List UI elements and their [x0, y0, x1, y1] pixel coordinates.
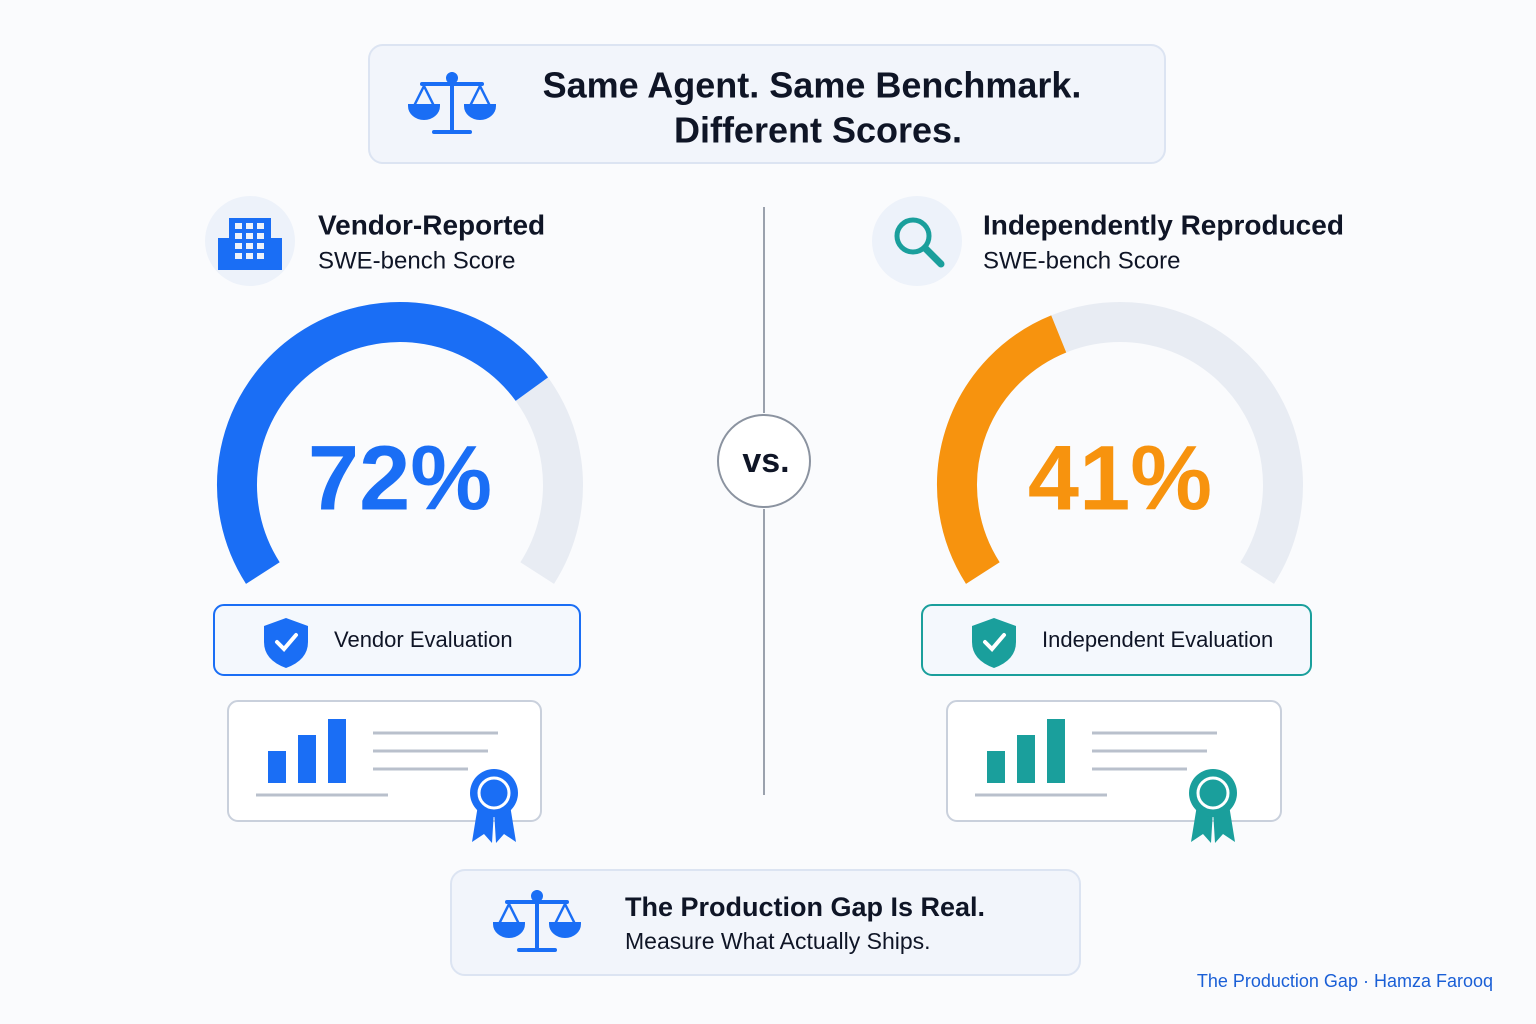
header-title: Different Scores. — [674, 110, 962, 151]
icon-part — [235, 233, 242, 239]
rosette — [1189, 769, 1237, 817]
icon-part — [257, 253, 264, 259]
icon-part — [257, 243, 264, 249]
panel-subtitle: SWE-bench Score — [983, 247, 1180, 274]
score-label: 41% — [1028, 427, 1212, 529]
rosette — [477, 776, 511, 810]
icon-part — [270, 238, 282, 270]
panel-title: Vendor-Reported — [318, 209, 545, 240]
shield-check — [983, 633, 1006, 652]
certificate-bar — [987, 751, 1005, 783]
badge-label: Vendor Evaluation — [334, 627, 513, 652]
shield-icon — [264, 618, 308, 668]
icon-part — [531, 890, 543, 902]
icon-part — [235, 223, 242, 229]
icon-part — [246, 253, 253, 259]
ribbon — [472, 805, 516, 843]
certificate-bar — [328, 719, 346, 783]
icon-part — [235, 253, 242, 259]
scale-icon — [492, 890, 582, 952]
score-label: 72% — [308, 427, 492, 529]
icon-part — [257, 233, 264, 239]
panel-subtitle: SWE-bench Score — [318, 247, 515, 274]
footer-subtitle: Measure What Actually Ships. — [625, 928, 931, 954]
header-title: Same Agent. Same Benchmark. — [543, 65, 1082, 106]
icon-part — [548, 922, 582, 938]
search-icon — [921, 244, 945, 268]
badge — [213, 604, 581, 676]
icon-part — [246, 243, 253, 249]
icon-part — [446, 72, 458, 84]
panel-title: Independently Reproduced — [983, 209, 1344, 240]
icon-part — [407, 104, 441, 120]
icon-part — [246, 223, 253, 229]
search-icon — [894, 217, 932, 255]
icon-part — [235, 243, 242, 249]
vs-circle — [717, 414, 811, 508]
badge — [921, 604, 1312, 676]
badge-label: Independent Evaluation — [1042, 627, 1273, 652]
icon-part — [492, 922, 526, 938]
icon-part — [553, 901, 577, 926]
vs-label: vs. — [742, 442, 789, 480]
icon-part — [246, 233, 253, 239]
scale-icon — [407, 72, 497, 134]
rosette — [1196, 776, 1230, 810]
icon-part — [468, 83, 492, 108]
icon-part — [257, 223, 264, 229]
icon-part — [497, 901, 521, 926]
footer-box — [450, 869, 1081, 976]
header-box — [368, 44, 1166, 164]
icon-part — [463, 104, 497, 120]
gauge-value — [217, 302, 549, 584]
ribbon — [1191, 805, 1235, 843]
certificate-bar — [268, 751, 286, 783]
certificate-bar — [1017, 735, 1035, 783]
icon-bg — [872, 196, 962, 286]
footer-title: The Production Gap Is Real. — [625, 892, 985, 922]
certificate — [227, 700, 542, 822]
credit: The Production Gap · Hamza Farooq — [1197, 971, 1493, 991]
rosette — [470, 769, 518, 817]
shield-check — [275, 633, 298, 652]
gauge-value — [937, 315, 1067, 584]
shield-icon — [972, 618, 1016, 668]
icon-part — [218, 238, 230, 270]
icon-part — [412, 83, 436, 108]
certificate-bar — [1047, 719, 1065, 783]
certificate-bar — [298, 735, 316, 783]
building-icon — [218, 218, 282, 270]
